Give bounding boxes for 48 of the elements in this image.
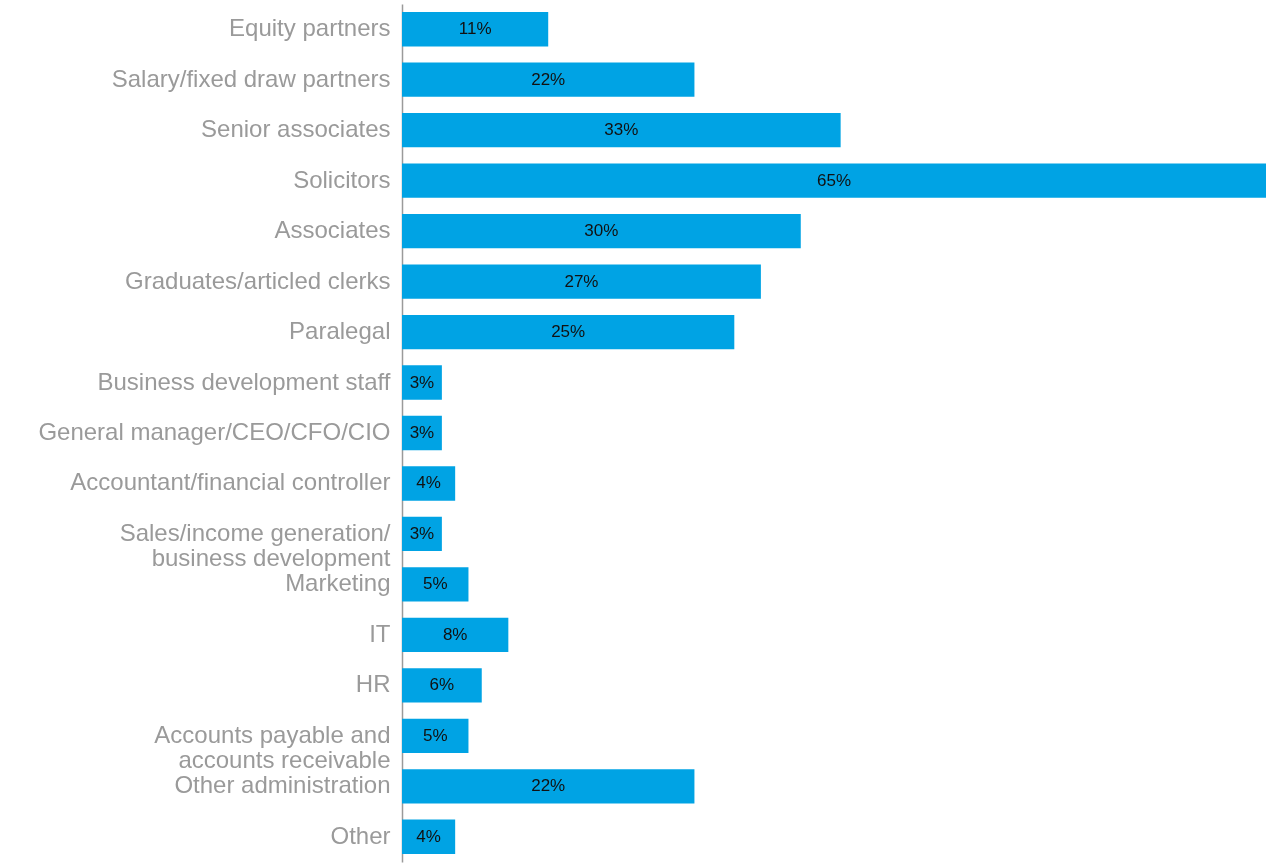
data-label: 22% [531,69,566,89]
y-tick-label: General manager/CEO/CFO/CIO [38,418,391,445]
y-tick-label: Salary/fixed draw partners [111,64,391,92]
y-tick-label: Associates [274,216,391,244]
y-tick-label: Sales/income generation/ business development [119,518,391,571]
bar [402,365,442,400]
y-tick-label: Equity partners [229,14,391,42]
y-tick-label: Solicitors [293,165,391,193]
data-label: 27% [564,271,599,291]
y-tick-label: Other administration [174,771,391,799]
y-tick-label: Business development staff [97,367,391,395]
y-tick-label: Graduates/articled clerks [125,266,391,294]
bar [402,769,695,804]
bar [402,213,801,249]
data-label: 3% [409,423,435,442]
y-tick-label: Accountant/financial controller [70,468,391,496]
bar [402,113,841,148]
data-label: 22% [531,776,566,796]
data-label: 25% [551,322,586,342]
bar [402,819,456,854]
y-tick-label: IT [369,619,391,647]
data-label: 4% [416,826,441,846]
bar [402,163,1266,198]
y-tick-label: Accounts payable and accounts receivable [154,720,391,773]
bar [402,62,695,97]
bar [402,617,509,653]
data-label: 65% [816,170,852,190]
data-label: 6% [429,675,455,695]
data-label: 3% [409,523,435,543]
bar [402,264,761,299]
bar [402,314,735,350]
bar [402,668,482,703]
data-label: 30% [584,221,619,241]
data-label: 5% [422,725,448,745]
y-tick-label: Other [330,821,391,849]
bar [402,466,456,501]
y-tick-label: Paralegal [289,317,391,345]
y-tick-label: HR [355,670,391,698]
bar [402,567,469,602]
y-tick-label: Senior associates [201,115,391,143]
data-label: 4% [416,473,441,493]
bar [402,718,469,753]
data-label: 11% [458,19,492,39]
data-label: 5% [422,574,448,594]
bar [402,12,549,47]
data-label: 3% [409,372,435,392]
data-label: 8% [442,624,468,644]
data-label: 33% [604,120,639,140]
